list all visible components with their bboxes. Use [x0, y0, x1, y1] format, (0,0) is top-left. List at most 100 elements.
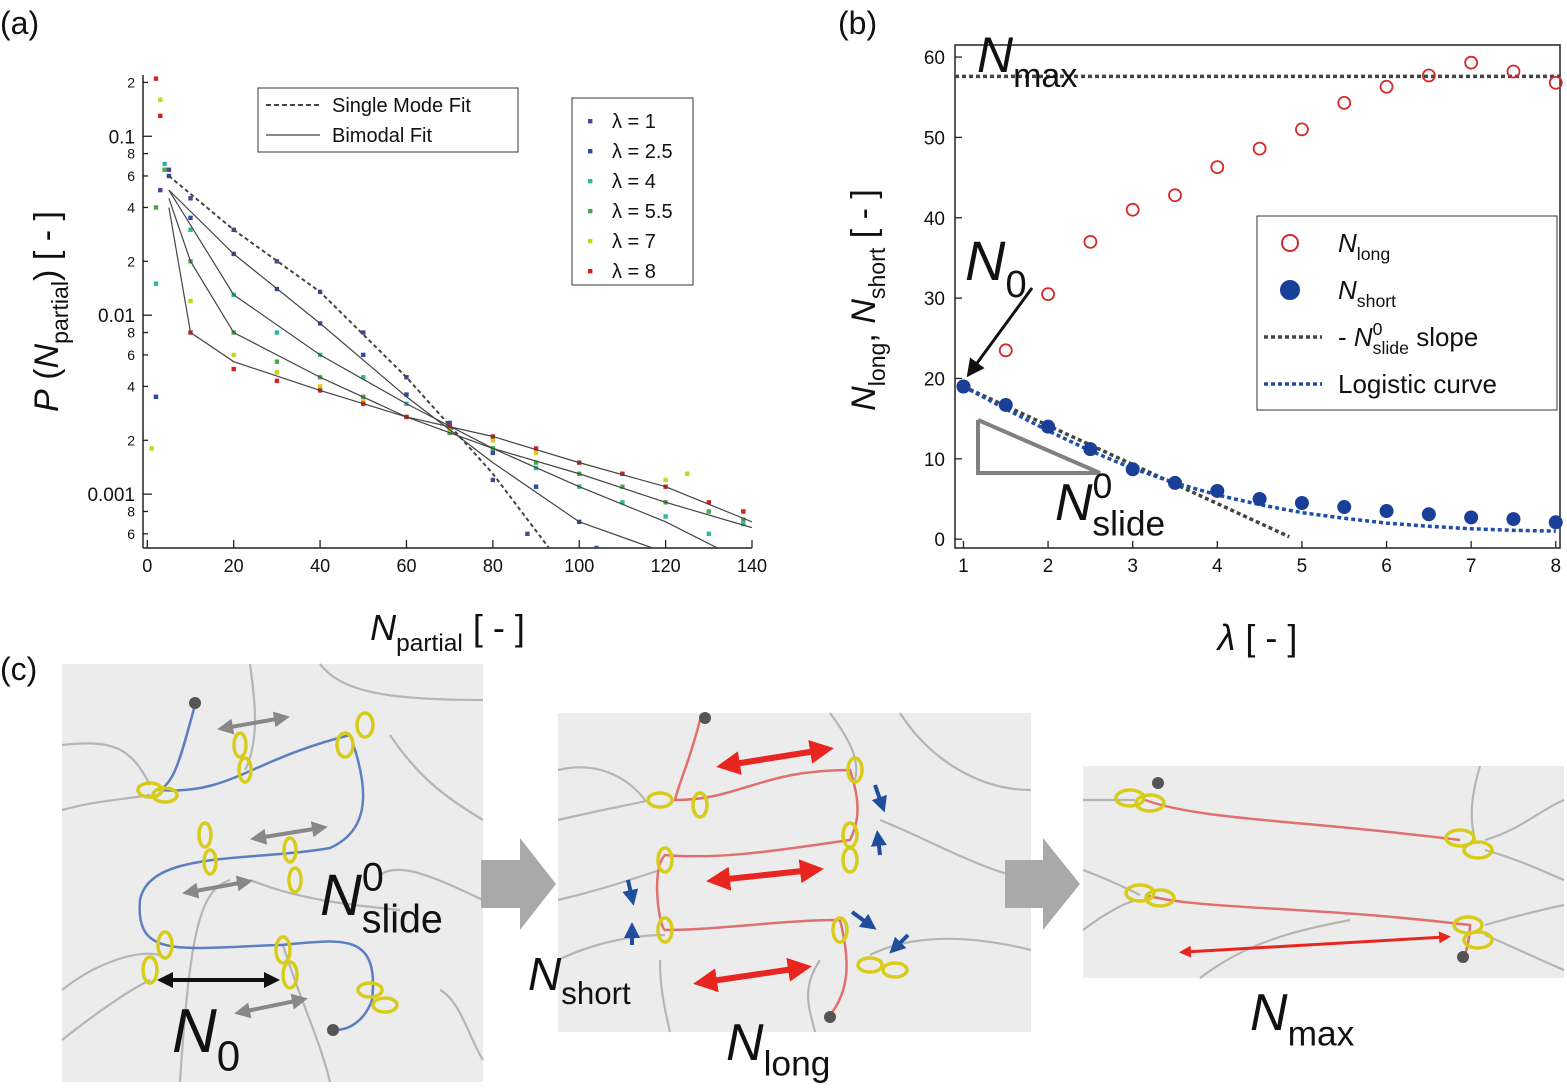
point	[361, 352, 366, 358]
text-part: slide	[1092, 505, 1165, 544]
point	[153, 281, 159, 286]
legend-label: λ = 4	[612, 171, 656, 193]
point	[594, 545, 599, 548]
point	[1125, 462, 1140, 477]
y-tick-label: 8	[127, 503, 135, 519]
end-beads	[189, 697, 1469, 1036]
text-part: slide	[1373, 338, 1410, 358]
point	[490, 450, 496, 456]
x-tick-label: 7	[1466, 556, 1477, 577]
legend-label: λ = 1	[612, 111, 656, 133]
x-tick-label: 100	[564, 556, 594, 576]
point	[490, 438, 496, 443]
point	[153, 394, 159, 399]
point	[361, 330, 366, 335]
text-part: long	[764, 1045, 831, 1084]
text-part: 0	[1093, 467, 1113, 506]
point	[188, 298, 193, 304]
diagram-label: Nshort	[528, 948, 631, 1011]
slide-arrows	[157, 711, 1451, 1019]
y-axis-label: Nlong, Nshort [ - ]	[845, 189, 890, 411]
point	[231, 366, 236, 372]
curve	[962, 384, 1290, 539]
legend-marker	[1281, 234, 1299, 252]
text-part: N	[1338, 275, 1357, 305]
y-tick-label: 4	[127, 378, 135, 394]
text-part: short	[1357, 291, 1396, 311]
text-part: N	[528, 948, 562, 1000]
point	[317, 384, 323, 389]
point	[166, 167, 172, 172]
text-part: long	[1357, 244, 1390, 264]
point	[741, 517, 746, 522]
diagram-label: N0	[172, 997, 240, 1080]
point	[663, 477, 668, 483]
point	[1295, 122, 1309, 137]
point	[620, 500, 625, 505]
text-part: [ - ]	[1235, 617, 1297, 658]
legend-label: λ = 7	[612, 231, 656, 253]
y-tick-label: 0.01	[98, 306, 135, 327]
legend-label: λ = 5.5	[612, 201, 673, 223]
y-tick-label: 60	[924, 48, 945, 69]
text-part: 0	[362, 856, 384, 900]
x-tick-label: 140	[737, 556, 767, 576]
legend-marker	[588, 239, 593, 244]
annotation: Nmax	[977, 27, 1077, 95]
point	[1125, 202, 1140, 217]
point	[274, 370, 280, 375]
legend-label: λ = 8	[612, 261, 656, 283]
point	[1548, 75, 1563, 90]
point	[1252, 141, 1267, 156]
text-part: N	[28, 343, 66, 368]
point	[162, 161, 167, 167]
point	[158, 187, 163, 193]
x-tick-label: 1	[958, 556, 969, 577]
panel-background	[1083, 766, 1564, 978]
diagram-label: N0 slide	[320, 856, 443, 942]
point	[274, 378, 280, 383]
text-part: ,	[845, 324, 883, 343]
point	[956, 379, 971, 394]
text-part: -	[1338, 322, 1354, 352]
point	[1421, 507, 1436, 522]
diagram	[61, 663, 1565, 1083]
fit-line	[168, 175, 550, 548]
y-tick-label: 0.001	[87, 485, 135, 506]
point	[404, 375, 409, 380]
y-tick-label: 0.1	[109, 127, 135, 148]
text-part: N	[1354, 322, 1373, 352]
legend-label: Nshort	[1338, 275, 1396, 311]
point	[1506, 64, 1521, 79]
y-tick-label: 6	[127, 526, 135, 542]
text-part: N	[977, 27, 1014, 83]
legend-label: Single Mode Fit	[332, 95, 471, 117]
y-tick-label: 4	[127, 199, 135, 215]
x-axis-label: Npartial [ - ]	[370, 607, 525, 657]
annotation-arrow	[966, 287, 1034, 378]
point	[998, 397, 1013, 412]
x-tick-label: 0	[142, 556, 152, 576]
legend-marker	[588, 119, 593, 124]
point	[361, 375, 366, 380]
y-tick-label: 20	[924, 369, 945, 390]
text-part: partial	[396, 630, 463, 657]
point	[1294, 496, 1309, 511]
text-part: short	[864, 247, 890, 299]
legend-marker	[588, 179, 593, 184]
x-tick-label: 120	[651, 556, 681, 576]
rings	[136, 711, 1494, 1014]
y-tick-label: 30	[924, 289, 945, 310]
x-tick-label: 3	[1127, 556, 1138, 577]
legend-box	[571, 97, 694, 286]
text-part: P	[28, 389, 66, 412]
legend-marker	[588, 149, 593, 154]
fit-line	[168, 189, 653, 548]
point	[1041, 287, 1055, 301]
diagram-label: Nmax	[1250, 984, 1355, 1054]
text-part: 0	[1373, 319, 1383, 339]
point	[533, 484, 539, 489]
point	[1337, 95, 1352, 110]
y-tick-label: 8	[127, 325, 135, 341]
x-tick-label: 40	[310, 556, 330, 576]
